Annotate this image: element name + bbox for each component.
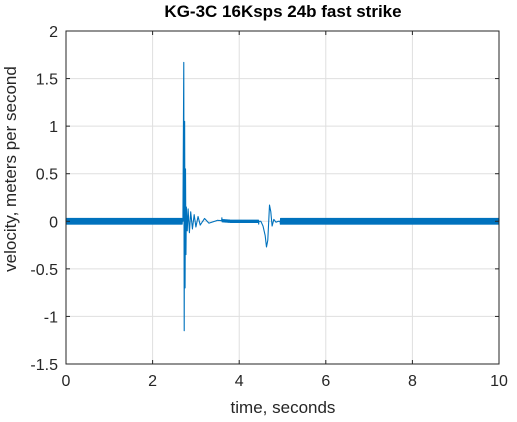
x-tick-label: 0	[62, 373, 71, 390]
x-tick-label: 10	[490, 373, 508, 390]
tick-labels: 0 2 4 6 8 10 -1.5 -1 -0.5 0 0.5 1 1.5 2	[30, 24, 508, 390]
x-tick-label: 6	[321, 373, 330, 390]
series-layer	[65, 61, 500, 332]
y-tick-label: 0	[49, 214, 58, 231]
tick-marks	[65, 30, 500, 365]
y-tick-label: 1.5	[36, 72, 58, 89]
y-tick-label: 2	[49, 24, 58, 41]
plot-area	[66, 31, 499, 364]
y-tick-label: -1	[44, 309, 58, 326]
x-tick-label: 2	[148, 373, 157, 390]
axes-frame	[65, 30, 500, 365]
y-tick-label: -1.5	[30, 357, 58, 374]
y-axis-label: velocity, meters per second	[1, 66, 20, 272]
x-axis-label: time, seconds	[231, 398, 336, 417]
chart-title: KG-3C 16Ksps 24b fast strike	[164, 2, 401, 21]
series-line	[65, 61, 500, 332]
y-tick-label: 1	[49, 119, 58, 136]
y-tick-label: 0.5	[36, 167, 58, 184]
y-tick-label: -0.5	[30, 262, 58, 279]
plot-background	[66, 31, 499, 364]
x-tick-label: 8	[408, 373, 417, 390]
x-tick-label: 4	[235, 373, 244, 390]
axes-box	[65, 30, 500, 365]
